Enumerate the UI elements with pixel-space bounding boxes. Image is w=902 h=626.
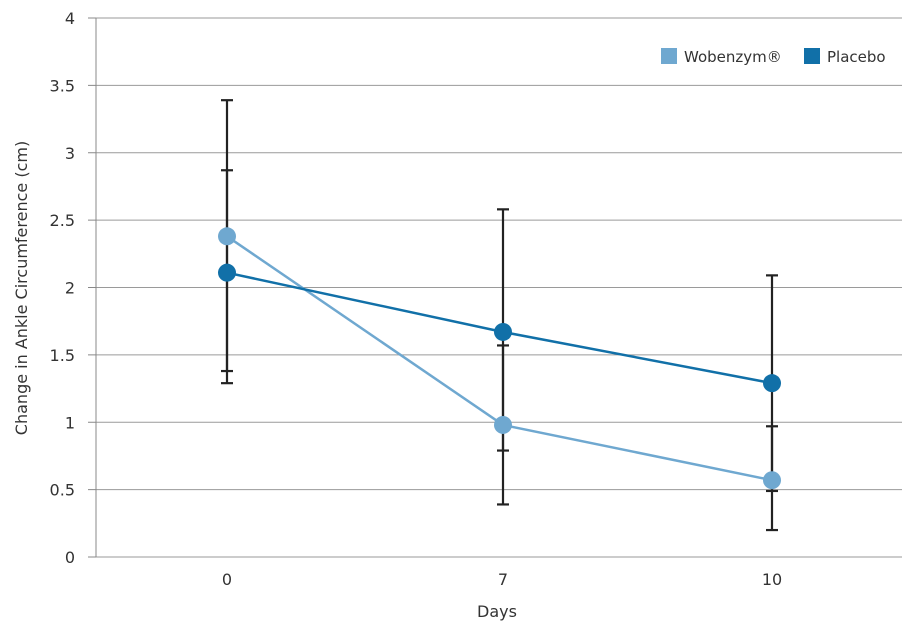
y-tick-label: 4 xyxy=(65,9,75,28)
series-lines xyxy=(226,235,773,482)
y-tick-label: 3.5 xyxy=(50,76,75,95)
series-line-wobenzym xyxy=(226,235,773,482)
data-point-wobenzym xyxy=(494,415,512,434)
legend-label-placebo: Placebo xyxy=(827,48,886,66)
y-axis-title: Change in Ankle Circumference (cm) xyxy=(12,141,31,435)
y-tick-label: 3 xyxy=(65,144,75,163)
data-point-wobenzym xyxy=(218,227,236,246)
legend: Wobenzym® Placebo xyxy=(661,48,886,66)
y-tick-label: 0.5 xyxy=(50,481,75,500)
y-tick-label: 1 xyxy=(65,413,75,432)
x-axis-title: Days xyxy=(477,602,517,621)
x-tick-label: 10 xyxy=(762,570,782,589)
x-tick-label: 0 xyxy=(222,570,232,589)
y-tick-label: 2.5 xyxy=(50,211,75,230)
data-point-placebo xyxy=(494,322,512,341)
x-tick-label: 7 xyxy=(498,570,508,589)
y-axis: 0 0.5 1 1.5 2 2.5 3 3.5 4 xyxy=(50,9,96,567)
x-axis: 0 7 10 xyxy=(222,570,782,589)
y-tick-label: 1.5 xyxy=(50,346,75,365)
legend-label-wobenzym: Wobenzym® xyxy=(684,48,782,66)
data-point-placebo xyxy=(763,374,781,393)
error-bars xyxy=(221,99,778,532)
y-tick-label: 0 xyxy=(65,548,75,567)
data-point-wobenzym xyxy=(763,471,781,490)
legend-swatch-placebo xyxy=(804,48,820,64)
y-tick-label: 2 xyxy=(65,279,75,298)
data-points xyxy=(218,227,781,490)
grid xyxy=(96,17,902,558)
data-point-placebo xyxy=(218,263,236,282)
legend-swatch-wobenzym xyxy=(661,48,677,64)
